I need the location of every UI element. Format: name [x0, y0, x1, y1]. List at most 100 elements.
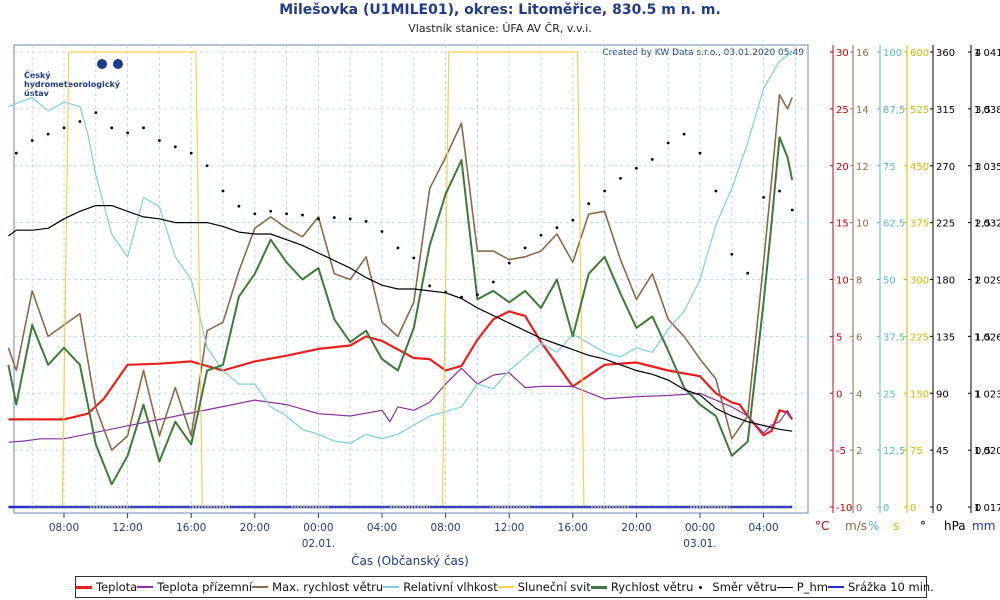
x-tick-label: 08:00	[49, 522, 79, 534]
x-tick-label: 00:00	[685, 522, 715, 534]
axis-tick-label-press: 1 026	[974, 332, 1000, 343]
wind-direction-point	[619, 176, 622, 180]
axis-tick-label-sun: 375	[910, 219, 929, 230]
wind-direction-point	[666, 141, 670, 145]
axis-tick-label-precip: 0	[975, 503, 981, 514]
axis-tick-label-wind: 10	[856, 219, 869, 230]
axis-tick-label-precip: 1,5	[975, 332, 991, 343]
axis-tick-label-press: 1 020	[974, 446, 1000, 457]
legend-label: Teplota přízemní	[157, 580, 253, 594]
axis-tick-label-wind: 0	[856, 503, 862, 514]
series-line-1	[8, 367, 793, 443]
wind-direction-point	[491, 280, 495, 284]
wind-direction-point	[205, 164, 209, 168]
series-line-2	[7, 93, 793, 451]
legend-swatch	[497, 586, 514, 588]
axis-unit-sun: s	[893, 519, 899, 533]
wind-direction-point	[189, 151, 193, 155]
legend-swatch	[383, 586, 400, 588]
axis-tick-label-wind: 14	[856, 105, 869, 116]
legend-item-srazka: Srážka 10 min.	[827, 580, 934, 594]
axis-tick-label-dir: 360	[936, 48, 955, 59]
axis-tick-label-rh: 62,5	[883, 219, 905, 230]
legend-item-p-hm: P_hm	[776, 580, 828, 594]
wind-direction-point	[396, 246, 400, 250]
axis-tick-label-temp: 0	[836, 389, 842, 400]
axis-unit-rh: %	[868, 519, 879, 533]
x-tick-label: 04:00	[367, 522, 397, 534]
wind-direction-point	[587, 202, 591, 206]
axis-tick-label-precip: 3,5	[975, 105, 991, 116]
logo-line-1: Český	[24, 69, 51, 80]
legend-item-rychlost-vitr: Rychlost větru	[590, 580, 694, 594]
axis-tick-label-dir: 270	[936, 162, 955, 173]
axis-tick-label-dir: 135	[936, 332, 955, 343]
wind-direction-point	[221, 189, 225, 193]
wind-direction-point	[730, 252, 734, 256]
chart-title: Milešovka (U1MILE01), okres: Litoměřice,…	[279, 2, 721, 18]
wind-direction-point	[285, 212, 288, 216]
legend-item-teplota: Teplota	[76, 580, 137, 594]
wind-direction-point	[317, 217, 320, 221]
axis-tick-label-rh: 100	[883, 48, 902, 59]
axis-tick-label-press: 1 041	[974, 48, 1000, 59]
axis-tick-label-press: 1 035	[974, 162, 1000, 173]
series-line-5	[7, 136, 794, 486]
legend-swatch	[76, 585, 92, 589]
wind-direction-point	[762, 195, 765, 199]
series-line-0	[8, 310, 794, 437]
wind-direction-point	[364, 219, 368, 223]
wind-direction-point	[173, 145, 177, 149]
wind-direction-point	[348, 217, 352, 221]
wind-direction-point	[571, 218, 575, 222]
series-2	[7, 93, 793, 451]
axis-tick-label-dir: 90	[936, 389, 949, 400]
axis-tick-label-wind: 16	[856, 48, 869, 59]
legend-item-slunce: Sluneční svit	[497, 580, 591, 594]
x-date-label: 03.01.	[683, 538, 716, 550]
axis-tick-label-temp: 20	[836, 162, 849, 173]
legend-label: Rychlost větru	[610, 580, 694, 594]
axis-tick-label-wind: 6	[856, 332, 862, 343]
x-tick-label: 20:00	[621, 522, 651, 534]
x-tick-label: 08:00	[430, 522, 460, 534]
axis-tick-label-temp: 25	[836, 105, 849, 116]
legend-swatch	[590, 585, 607, 589]
legend-label: Sluneční svit	[517, 580, 591, 594]
axis-tick-label-press: 1 023	[974, 389, 1000, 400]
axis-tick-label-sun: 300	[910, 276, 929, 287]
wind-direction-point	[14, 151, 18, 155]
wind-direction-point	[603, 189, 606, 193]
legend-swatch	[827, 586, 844, 588]
credit-text: Created by KW Data s.r.o., 03.01.2020 05…	[602, 48, 804, 58]
legend-swatch	[137, 586, 154, 588]
wind-direction-point	[46, 132, 50, 136]
chart-subtitle: Vlastník stanice: ÚFA AV ČR, v.v.i.	[408, 22, 592, 35]
legend-item-teplota-prizemni: Teplota přízemní	[137, 580, 252, 594]
wind-direction-point	[380, 230, 384, 233]
chmi-logo-icon: Český hydrometeorologický ústav	[24, 59, 123, 98]
series-5	[7, 136, 794, 486]
axis-tick-label-wind: 12	[856, 162, 869, 173]
legend-label: Srážka 10 min.	[847, 580, 934, 594]
wind-direction-point	[778, 189, 781, 193]
series-0	[8, 310, 794, 437]
plot-frame	[13, 44, 809, 514]
axis-tick-label-press: 1 029	[974, 276, 1000, 287]
axis-tick-label-precip: 0,5	[975, 446, 991, 457]
wind-direction-point	[555, 226, 559, 230]
axis-tick-label-rh: 12,5	[883, 446, 905, 457]
x-tick-label: 16:00	[176, 522, 206, 534]
legend-label: Teplota	[96, 580, 138, 594]
wind-direction-point	[94, 111, 98, 115]
wind-direction-point	[301, 213, 304, 217]
wind-direction-point	[126, 131, 129, 135]
axis-tick-label-rh: 50	[883, 276, 896, 287]
axis-tick-label-temp: -10	[836, 503, 852, 514]
axis-tick-label-dir: 225	[936, 219, 955, 230]
wind-direction-point	[635, 166, 638, 170]
wind-direction-point	[30, 139, 34, 142]
series-line-7	[8, 205, 793, 432]
axis-tick-label-precip: 3	[975, 162, 981, 173]
